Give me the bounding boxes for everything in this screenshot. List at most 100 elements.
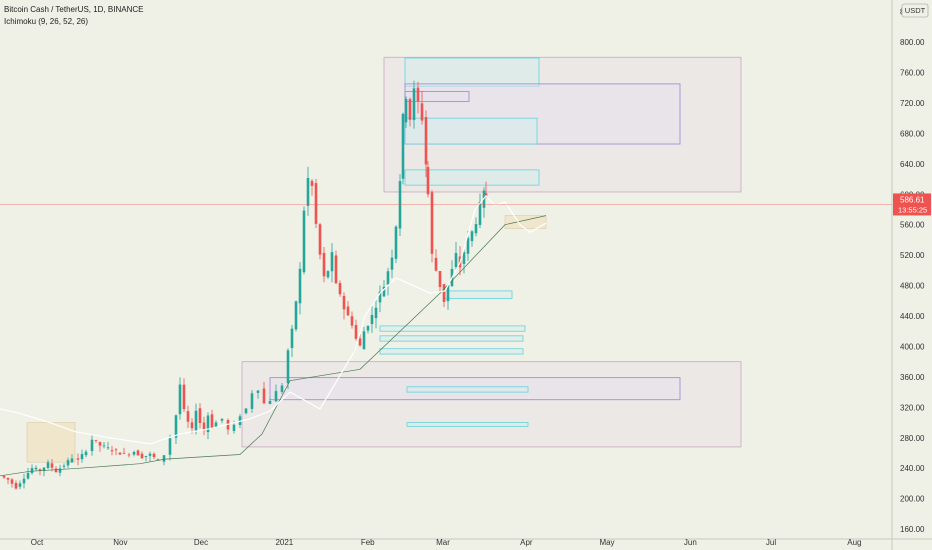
candle-body xyxy=(374,307,378,319)
zone-box xyxy=(406,386,529,393)
currency-box xyxy=(901,3,929,18)
candle-body xyxy=(182,384,186,410)
candle-body xyxy=(330,252,334,272)
candle-body xyxy=(438,271,442,288)
candle-body xyxy=(346,306,350,316)
candle-body xyxy=(430,192,434,254)
candle-body xyxy=(306,178,310,206)
candle-body xyxy=(70,458,74,463)
candle-body xyxy=(76,458,80,460)
x-tick-label: Jun xyxy=(684,538,697,547)
candle-body xyxy=(6,477,10,480)
candle-body xyxy=(50,463,54,468)
zone-box xyxy=(379,348,524,355)
y-tick-label: 760.00 xyxy=(900,68,925,77)
x-tick-label: Jul xyxy=(766,538,776,547)
zone-box xyxy=(379,335,524,342)
candle-body xyxy=(478,201,482,225)
candle-body xyxy=(408,99,412,120)
candle-body xyxy=(2,475,6,478)
candle-body xyxy=(244,408,248,414)
candle-body xyxy=(22,478,26,484)
price-label-box xyxy=(893,193,931,216)
price-label-value: 586.61 xyxy=(900,195,925,204)
x-tick-label: 2021 xyxy=(275,538,293,547)
candle-body xyxy=(178,384,182,415)
candle-body xyxy=(66,460,70,466)
candle-body xyxy=(198,408,202,424)
candle-body xyxy=(202,422,206,431)
zone-box xyxy=(444,290,513,299)
candle-body xyxy=(474,224,478,234)
x-tick-label: Mar xyxy=(436,538,450,547)
zone-box xyxy=(379,325,526,332)
zone-box xyxy=(404,91,470,102)
candle-body xyxy=(30,468,34,474)
candle-body xyxy=(190,422,194,429)
candle-body xyxy=(132,452,136,455)
candle-body xyxy=(148,453,152,456)
candle-body xyxy=(194,410,198,431)
zone-box xyxy=(406,422,529,427)
candle-body xyxy=(94,440,98,441)
candle-body xyxy=(420,103,424,121)
candle-body xyxy=(462,251,466,264)
candle-body xyxy=(144,455,148,457)
candle-body xyxy=(350,316,354,326)
candle-body xyxy=(162,455,166,462)
y-tick-label: 520.00 xyxy=(900,251,925,260)
candle-body xyxy=(256,390,260,393)
candle-body xyxy=(58,468,62,473)
candle-body xyxy=(156,459,160,460)
candle-body xyxy=(210,414,214,428)
candle-body xyxy=(342,295,346,310)
candle-body xyxy=(106,447,110,449)
x-tick-label: Aug xyxy=(847,538,861,547)
candle-body xyxy=(268,400,272,404)
candle-body xyxy=(314,183,318,224)
candle-body xyxy=(370,314,374,325)
zone-box xyxy=(241,361,742,448)
candle-body xyxy=(401,113,405,179)
y-tick-label: 480.00 xyxy=(900,282,925,291)
candle-body xyxy=(118,452,122,455)
candle-body xyxy=(238,416,242,425)
x-tick-label: Dec xyxy=(194,538,208,547)
candle-body xyxy=(334,255,338,284)
candle-body xyxy=(354,325,358,339)
candle-body xyxy=(122,452,126,454)
x-tick-label: Feb xyxy=(361,538,375,547)
candle-body xyxy=(398,181,402,229)
candle-body xyxy=(294,301,298,330)
candle-body xyxy=(394,226,398,259)
y-tick-label: 560.00 xyxy=(900,221,925,230)
candle-body xyxy=(54,468,58,473)
candle-body xyxy=(38,469,42,472)
candle-body xyxy=(18,483,22,487)
candle-body xyxy=(326,271,330,278)
candle-body xyxy=(34,467,38,470)
candle-body xyxy=(206,415,210,433)
candle-body xyxy=(14,482,18,489)
candle-body xyxy=(280,385,284,392)
candle-body xyxy=(26,472,30,479)
candle-body xyxy=(302,210,306,273)
y-tick-label: 400.00 xyxy=(900,342,925,351)
ichimoku-base-line xyxy=(0,215,547,477)
candle-body xyxy=(98,442,102,446)
currency-label: USDT xyxy=(905,6,926,15)
candle-body xyxy=(127,454,131,456)
candle-body xyxy=(484,193,488,197)
y-tick-label: 720.00 xyxy=(900,99,925,108)
candle-body xyxy=(214,422,218,428)
zone-box xyxy=(404,169,540,186)
candle-body xyxy=(434,257,438,271)
candle-body xyxy=(286,350,290,384)
candle-body xyxy=(114,449,118,451)
candle-body xyxy=(80,454,84,460)
y-tick-label: 800.00 xyxy=(900,38,925,47)
y-tick-label: 240.00 xyxy=(900,464,925,473)
candle-body xyxy=(62,465,66,467)
